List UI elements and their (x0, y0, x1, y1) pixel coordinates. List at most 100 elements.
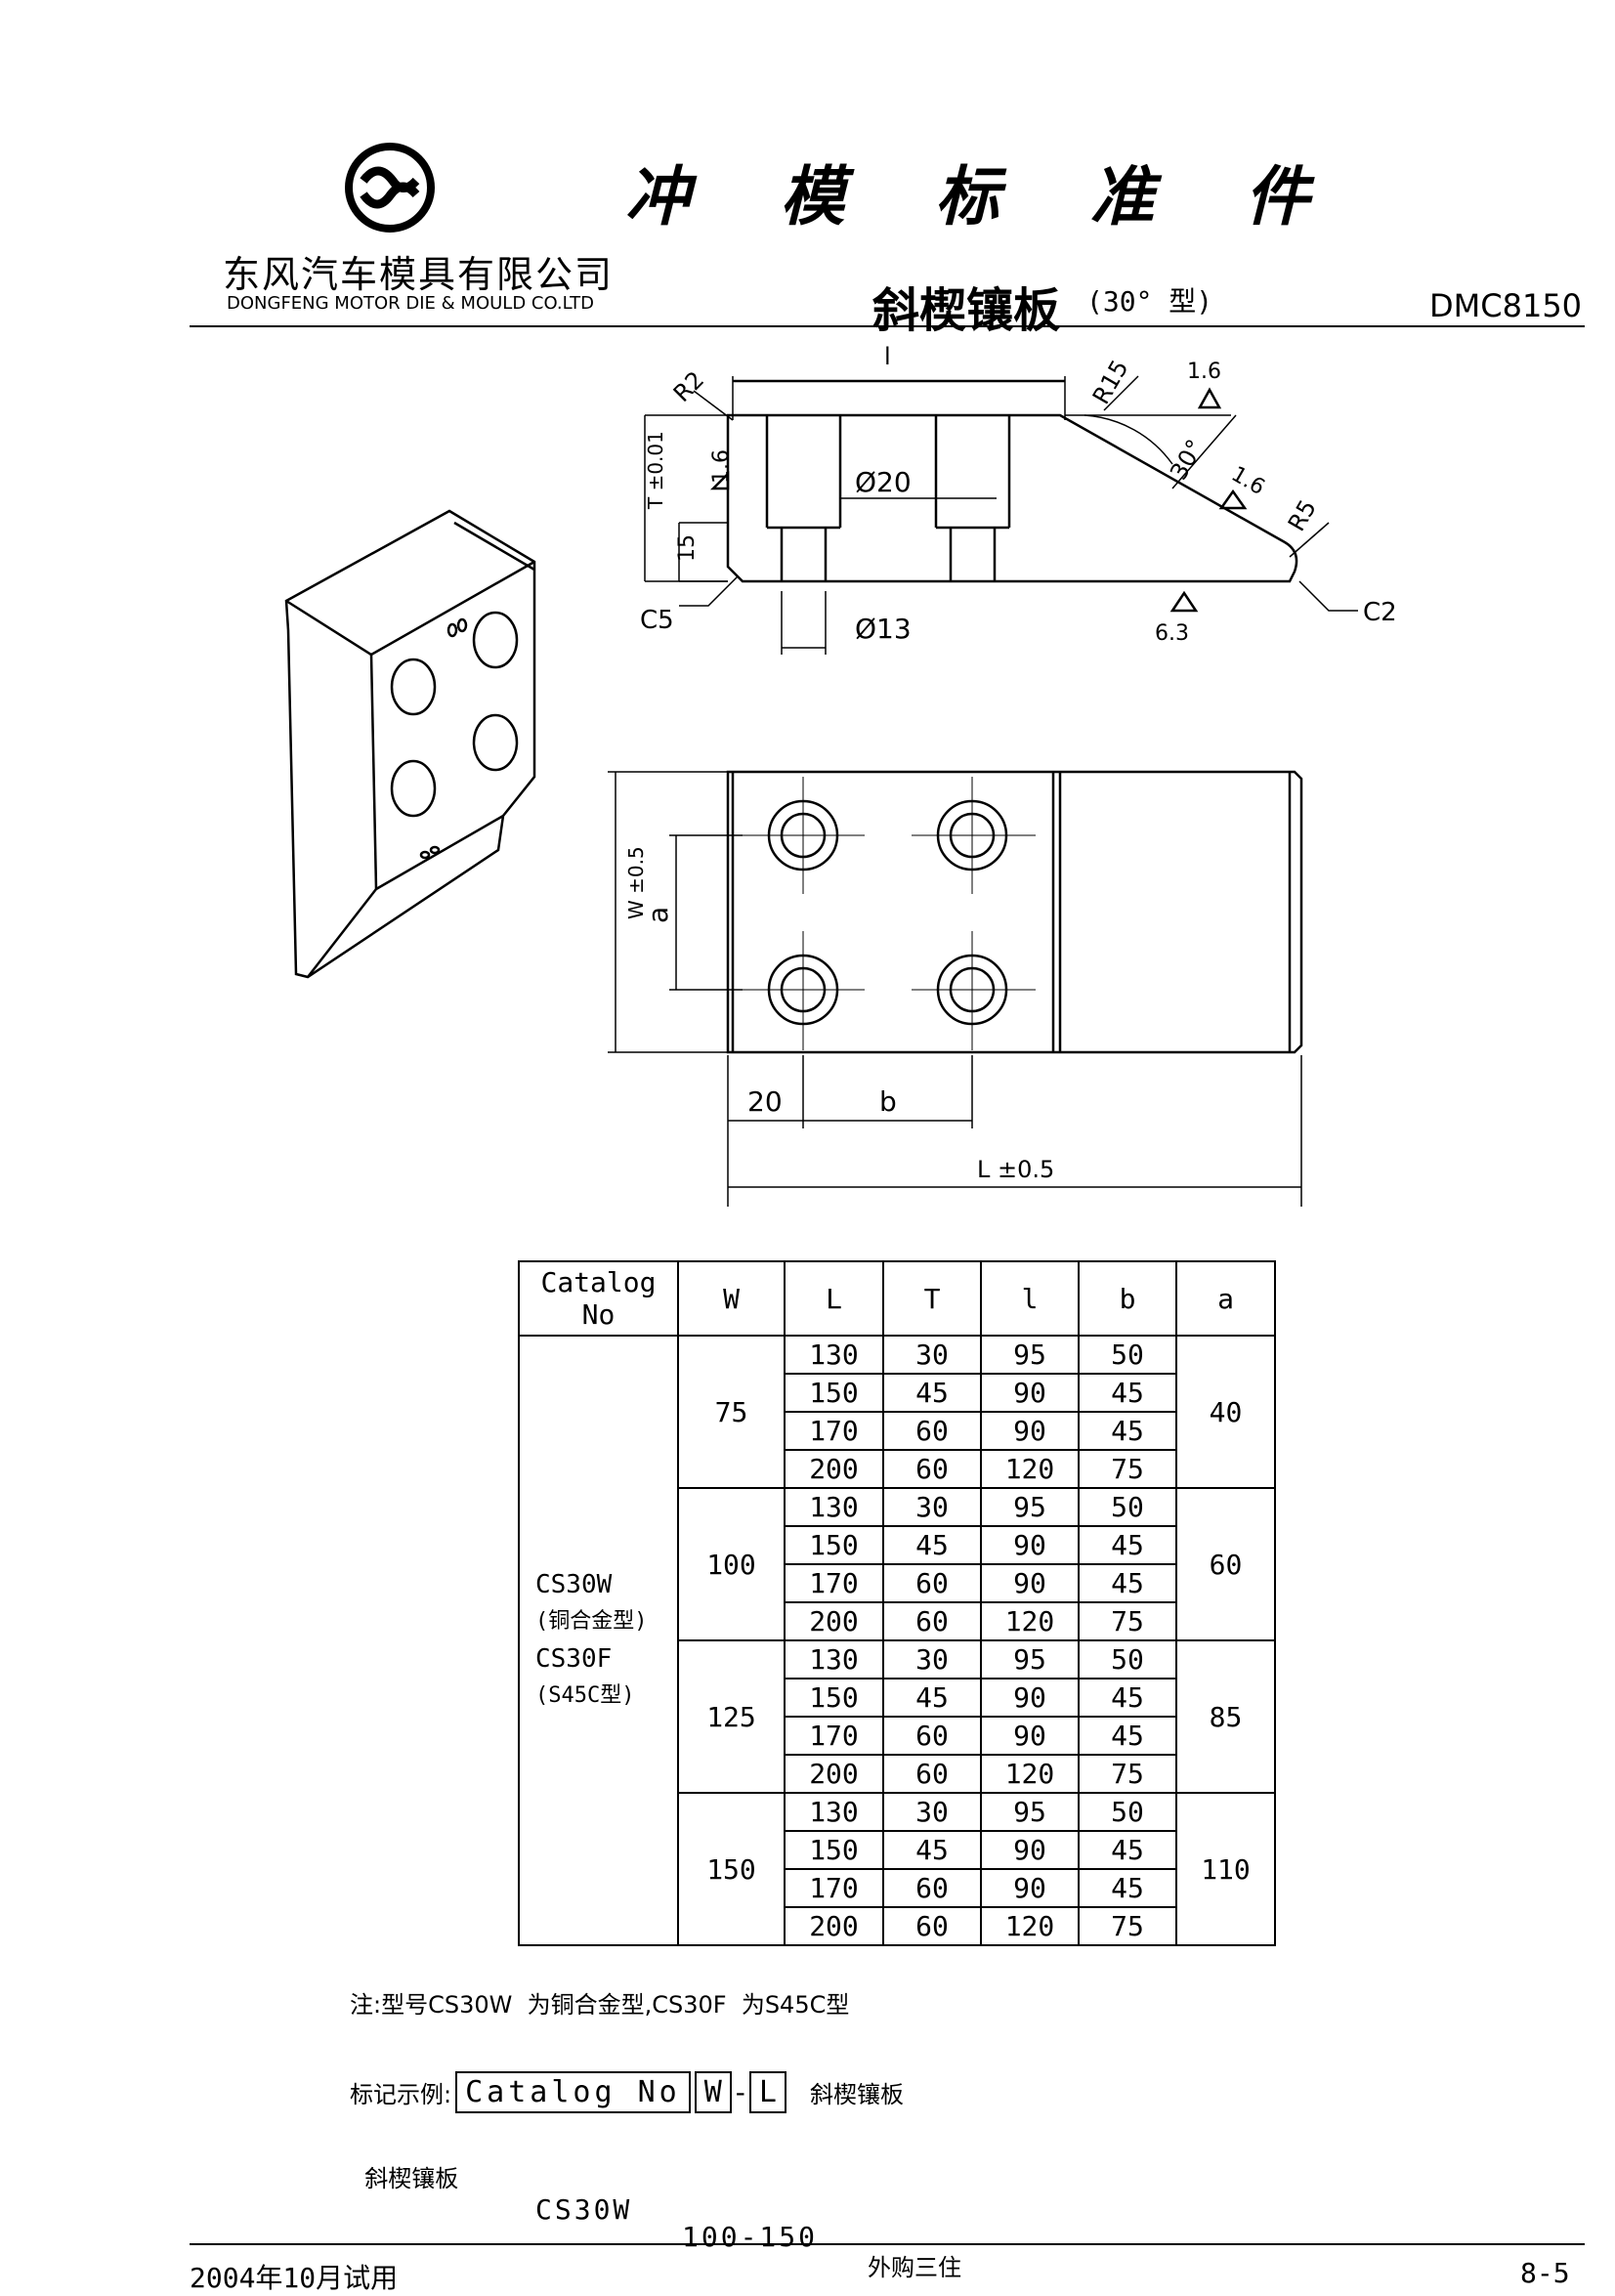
dim-b: b (879, 1085, 897, 1118)
w-cell: 125 (677, 1639, 786, 1794)
a-cell: 85 (1175, 1639, 1276, 1794)
catalog-line: (S45C型) (535, 1683, 635, 1708)
table-row: 170 60 90 45 (519, 1716, 1275, 1756)
title-char: 标 (935, 158, 999, 234)
table-row: 200 60 120 75 (519, 1906, 1275, 1946)
table-cell: 90 (980, 1411, 1080, 1451)
top-view-drawing: W ±0.5 a 20 b L ±0.5 (608, 770, 1303, 1207)
catalog-line: CS30F (535, 1644, 613, 1674)
standard-parts-title: 冲 模 标 准 件 (625, 145, 1309, 234)
roughness-top: 1.6 (1187, 360, 1221, 384)
table-row: 150 45 90 45 (519, 1830, 1275, 1870)
table-cell: 50 (1078, 1639, 1177, 1679)
dim-c5: C5 (640, 606, 674, 635)
part-name: 斜楔镶板 (872, 283, 1061, 338)
table-cell: 45 (1078, 1411, 1177, 1451)
mark-dash: - (735, 2076, 745, 2108)
table-cell: 60 (882, 1449, 982, 1489)
w-cell: 100 (677, 1487, 786, 1641)
catalog-line: (铜合金型) (535, 1609, 648, 1634)
table-cell: 90 (980, 1678, 1080, 1718)
table-cell: 170 (784, 1411, 884, 1451)
table-cell: 60 (882, 1601, 982, 1641)
dim-t: T ±0.01 (644, 431, 667, 510)
mark-box-w: W (694, 2071, 732, 2113)
table-cell: 75 (1078, 1601, 1177, 1641)
footer-date: 2004年10月试用 (190, 2262, 399, 2294)
table-cell: 75 (1078, 1754, 1177, 1794)
w-cell: 75 (677, 1335, 786, 1489)
table-cell: 60 (882, 1716, 982, 1756)
a-cell: 60 (1175, 1487, 1276, 1641)
table-cell: 30 (882, 1487, 982, 1527)
table-cell: 60 (882, 1868, 982, 1908)
spec-table: Catalog No W L T l b a CS30W (铜合金型) CS30… (518, 1260, 1276, 1946)
title-char: 冲 (625, 158, 690, 234)
table-cell: 95 (980, 1335, 1080, 1375)
example-note: 外购三住 (868, 2254, 961, 2281)
dongfeng-logo (345, 143, 435, 233)
table-row: 170 60 90 45 (519, 1563, 1275, 1603)
table-cell: 200 (784, 1906, 884, 1946)
table-cell: 200 (784, 1754, 884, 1794)
table-row: 100 130 30 95 50 60 (519, 1487, 1276, 1641)
table-cell: 150 (784, 1525, 884, 1565)
table-cell: 45 (882, 1525, 982, 1565)
table-cell: 90 (980, 1716, 1080, 1756)
dim-L: L ±0.5 (977, 1156, 1054, 1183)
table-cell: 170 (784, 1716, 884, 1756)
table-cell: 95 (980, 1792, 1080, 1832)
header-small-l: l (980, 1260, 1080, 1337)
table-cell: 200 (784, 1449, 884, 1489)
example-dims: 100-150 (682, 2221, 819, 2253)
dim-a: a (642, 907, 674, 923)
table-cell: 170 (784, 1563, 884, 1603)
isometric-view (284, 509, 536, 979)
header-a: a (1175, 1260, 1276, 1337)
table-cell: 45 (1078, 1678, 1177, 1718)
marking-label: 标记示例: (350, 2081, 452, 2108)
example-name: 斜楔镶板 (364, 2165, 459, 2192)
table-cell: 45 (1078, 1830, 1177, 1870)
table-row: 150 45 90 45 (519, 1678, 1275, 1718)
header-rule (190, 325, 1585, 327)
header-l: L (784, 1260, 884, 1337)
table-cell: 130 (784, 1487, 884, 1527)
header-b: b (1078, 1260, 1177, 1337)
front-view-drawing: l R2 R15 1.6 30° 1.6 R5 T ±0.01 1.6 15 Ø… (640, 343, 1397, 655)
table-cell: 75 (1078, 1906, 1177, 1946)
catalog-no-cell: CS30W (铜合金型) CS30F (S45C型) (518, 1335, 679, 1946)
table-cell: 30 (882, 1335, 982, 1375)
part-type: (30° 型) (1086, 285, 1213, 318)
company-name-en: DONGFENG MOTOR DIE & MOULD CO.LTD (227, 293, 595, 314)
table-cell: 30 (882, 1639, 982, 1679)
dim-r15: R15 (1087, 356, 1134, 409)
marking-example: 标记示例: Catalog No W - L 斜楔镶板 (350, 2071, 904, 2113)
table-cell: 120 (980, 1754, 1080, 1794)
table-cell: 90 (980, 1525, 1080, 1565)
header-w: W (677, 1260, 786, 1337)
table-cell: 45 (1078, 1525, 1177, 1565)
table-cell: 130 (784, 1792, 884, 1832)
table-cell: 90 (980, 1373, 1080, 1413)
table-row: 200 60 120 75 (519, 1754, 1275, 1794)
table-cell: 150 (784, 1678, 884, 1718)
table-cell: 50 (1078, 1487, 1177, 1527)
header-t: T (882, 1260, 982, 1337)
table-row: 170 60 90 45 (519, 1411, 1275, 1451)
dim-dia-20: Ø20 (855, 466, 912, 498)
table-cell: 60 (882, 1411, 982, 1451)
dim-w: W ±0.5 (624, 846, 648, 919)
table-cell: 45 (882, 1678, 982, 1718)
table-cell: 60 (882, 1906, 982, 1946)
table-cell: 90 (980, 1830, 1080, 1870)
table-cell: 90 (980, 1563, 1080, 1603)
table-cell: 45 (1078, 1716, 1177, 1756)
catalog-line: CS30W (535, 1570, 613, 1599)
mark-suffix: 斜楔镶板 (809, 2081, 904, 2108)
mark-box-l: L (748, 2071, 786, 2113)
dim-r5: R5 (1283, 495, 1322, 536)
w-cell: 150 (677, 1792, 786, 1946)
table-cell: 90 (980, 1868, 1080, 1908)
a-cell: 110 (1175, 1792, 1276, 1946)
